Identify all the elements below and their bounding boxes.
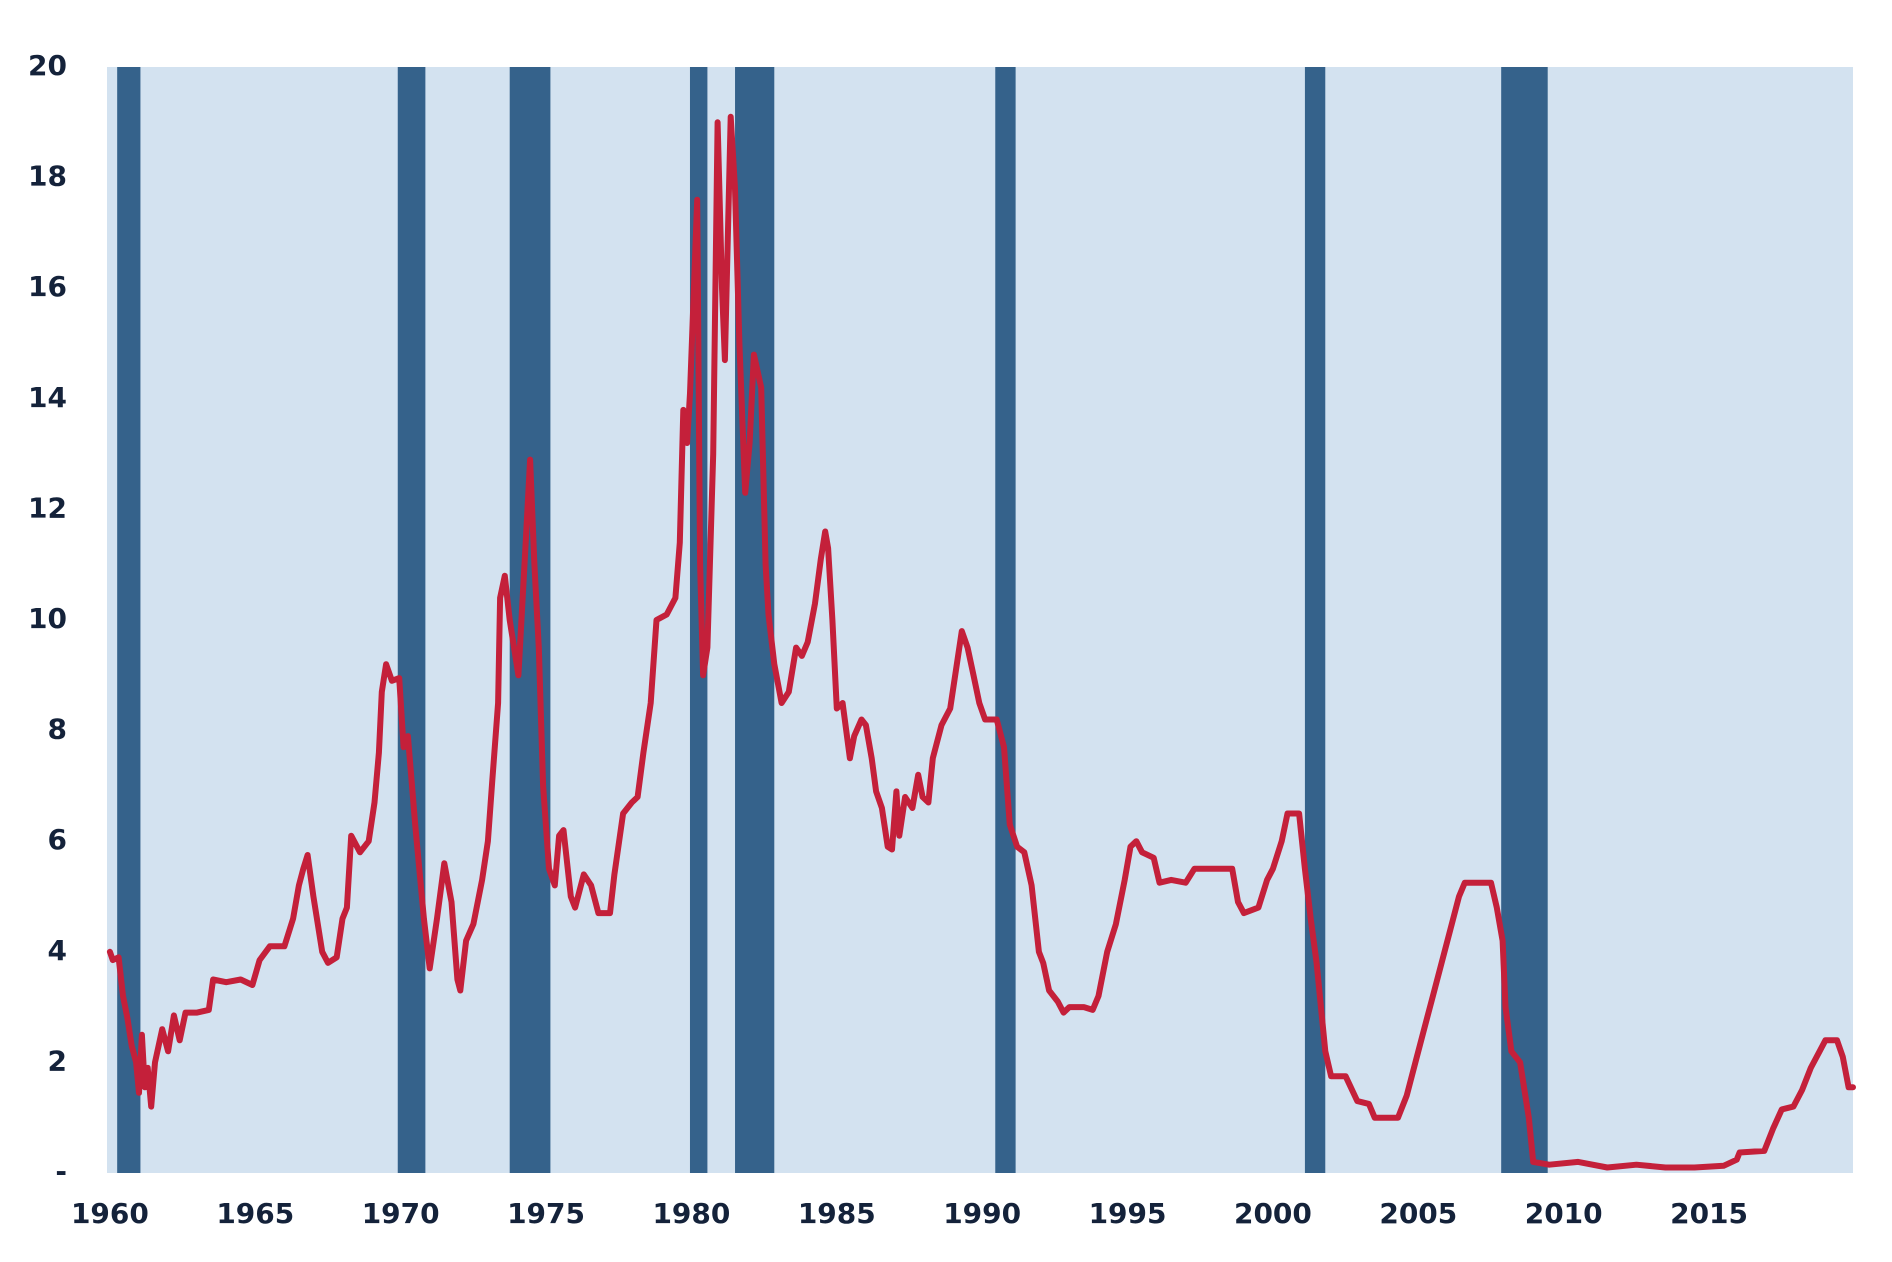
rate-line: [106, 113, 1856, 1171]
y-tick-label: 10: [28, 602, 67, 635]
x-tick-label: 2000: [1234, 1197, 1312, 1230]
x-tick-label: 1965: [216, 1197, 294, 1230]
x-tick-label: 1990: [943, 1197, 1021, 1230]
x-tick-label: 1980: [652, 1197, 730, 1230]
recession-band: [1501, 67, 1548, 1173]
recession-band: [397, 67, 426, 1173]
x-tick-label: 2010: [1525, 1197, 1603, 1230]
y-tick-label: 14: [28, 381, 67, 414]
recession-band: [117, 67, 141, 1173]
x-tick-label: 2015: [1670, 1197, 1748, 1230]
y-tick-label: 8: [48, 713, 67, 746]
x-tick-label: 1975: [507, 1197, 585, 1230]
y-tick-label: 12: [28, 491, 67, 524]
y-tick-label: 6: [48, 823, 67, 856]
x-tick-label: 1995: [1089, 1197, 1167, 1230]
plot-background: [107, 67, 1853, 1173]
x-tick-label: 1970: [362, 1197, 440, 1230]
y-tick-label: 2: [48, 1044, 67, 1077]
recession-band: [509, 67, 551, 1173]
x-tick-label: 2005: [1379, 1197, 1457, 1230]
recession-band: [995, 67, 1016, 1173]
y-tick-label: -: [55, 1155, 67, 1188]
y-tick-label: 16: [28, 270, 67, 303]
y-tick-label: 18: [28, 160, 67, 193]
x-tick-label: 1985: [798, 1197, 876, 1230]
y-tick-label: 4: [48, 934, 67, 967]
y-tick-label: 20: [28, 49, 67, 82]
x-tick-label: 1960: [71, 1197, 149, 1230]
